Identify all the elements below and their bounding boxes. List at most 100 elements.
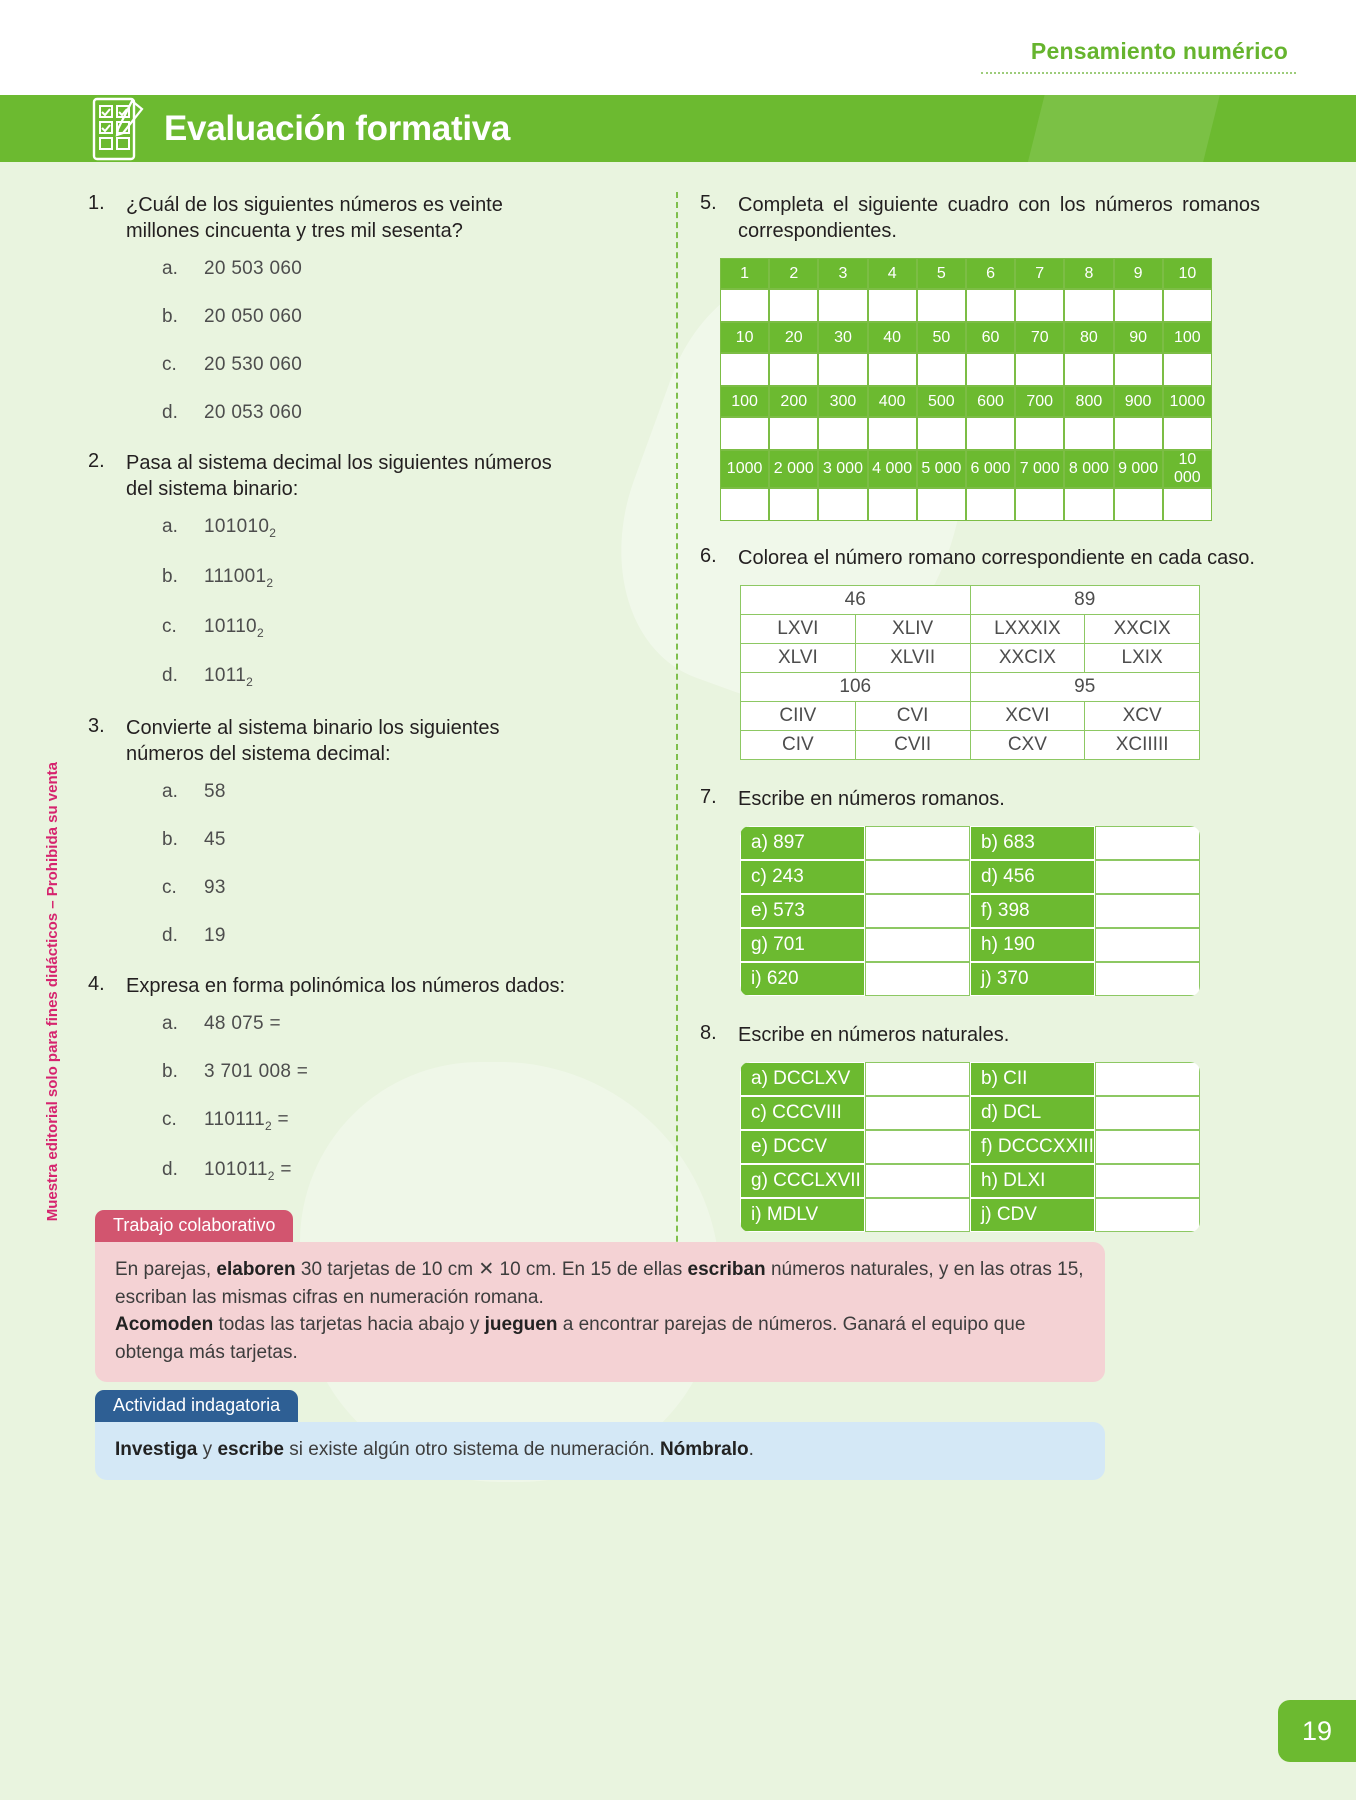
option-item[interactable]: b. 1110012 xyxy=(162,566,578,590)
answer-cell[interactable] xyxy=(1015,417,1065,450)
answer-cell[interactable] xyxy=(818,289,868,322)
answer-cell[interactable] xyxy=(1162,289,1212,322)
answer-cell[interactable] xyxy=(720,289,770,322)
option-item[interactable]: d. 19 xyxy=(162,925,578,947)
answer-cell[interactable] xyxy=(865,1198,970,1232)
table-row-answer[interactable] xyxy=(720,488,1212,521)
option-item[interactable]: b. 20 050 060 xyxy=(162,306,578,328)
answer-cell[interactable] xyxy=(720,417,770,450)
answer-cell[interactable] xyxy=(867,289,917,322)
answer-cell[interactable] xyxy=(965,417,1016,450)
option-item[interactable]: d. 1010112 = xyxy=(162,1159,578,1183)
answer-cell[interactable] xyxy=(1162,353,1212,386)
option-item[interactable]: a. 20 503 060 xyxy=(162,258,578,280)
option-item[interactable]: a. 1010102 xyxy=(162,516,578,540)
answer-cell[interactable] xyxy=(1095,928,1200,962)
answer-cell[interactable] xyxy=(1015,488,1065,521)
answer-cell[interactable] xyxy=(865,1096,970,1130)
table-row-answer[interactable] xyxy=(720,353,1212,386)
roman-option[interactable]: CVI xyxy=(854,701,971,731)
answer-cell[interactable] xyxy=(865,1164,970,1198)
answer-cell[interactable] xyxy=(1095,860,1200,894)
answer-cell[interactable] xyxy=(1095,1062,1200,1096)
roman-option[interactable]: LXVI xyxy=(740,614,856,644)
answer-cell[interactable] xyxy=(1064,289,1114,322)
answer-cell[interactable] xyxy=(818,488,868,521)
answer-cell[interactable] xyxy=(1064,488,1114,521)
answer-cell[interactable] xyxy=(1113,289,1163,322)
roman-option[interactable]: XLIV xyxy=(854,614,971,644)
answer-cell[interactable] xyxy=(965,353,1016,386)
answer-cell[interactable] xyxy=(865,1062,970,1096)
answer-cell[interactable] xyxy=(769,353,819,386)
table-row: 100 200 300 400 500 600 700 800 900 1000 xyxy=(720,386,1212,417)
answer-cell[interactable] xyxy=(1162,417,1212,450)
item-label: a) 897 xyxy=(740,826,865,860)
option-item[interactable]: a. 48 075 = xyxy=(162,1013,578,1035)
roman-option[interactable]: LXIX xyxy=(1084,643,1200,673)
roman-option[interactable]: XLVI xyxy=(740,643,856,673)
answer-cell[interactable] xyxy=(818,417,868,450)
answer-cell[interactable] xyxy=(1113,488,1163,521)
answer-cell[interactable] xyxy=(1095,1130,1200,1164)
roman-option[interactable]: XCVI xyxy=(969,701,1086,731)
answer-cell[interactable] xyxy=(865,860,970,894)
option-item[interactable]: d. 20 053 060 xyxy=(162,402,578,424)
answer-cell[interactable] xyxy=(1095,1198,1200,1232)
answer-cell[interactable] xyxy=(1095,826,1200,860)
answer-cell[interactable] xyxy=(865,826,970,860)
roman-option[interactable]: XXCIX xyxy=(969,643,1086,673)
answer-cell[interactable] xyxy=(916,417,966,450)
roman-option[interactable]: LXXXIX xyxy=(969,614,1086,644)
roman-option[interactable]: XCV xyxy=(1084,701,1200,731)
answer-cell[interactable] xyxy=(865,962,970,996)
option-item[interactable]: c. 20 530 060 xyxy=(162,354,578,376)
answer-cell[interactable] xyxy=(867,488,917,521)
roman-option[interactable]: XLVII xyxy=(854,643,971,673)
answer-cell[interactable] xyxy=(865,894,970,928)
answer-cell[interactable] xyxy=(720,488,770,521)
answer-cell[interactable] xyxy=(867,353,917,386)
option-item[interactable]: b. 3 701 008 = xyxy=(162,1061,578,1083)
option-item[interactable]: a. 58 xyxy=(162,781,578,803)
answer-cell[interactable] xyxy=(916,353,966,386)
table-row-answer[interactable] xyxy=(720,289,1212,322)
answer-cell[interactable] xyxy=(1064,353,1114,386)
answer-cell[interactable] xyxy=(720,353,770,386)
roman-option[interactable]: XCIIIII xyxy=(1084,730,1200,760)
answer-cell[interactable] xyxy=(1162,488,1212,521)
roman-option[interactable]: CXV xyxy=(969,730,1086,760)
roman-option[interactable]: XXCIX xyxy=(1084,614,1200,644)
answer-cell[interactable] xyxy=(1095,1096,1200,1130)
answer-cell[interactable] xyxy=(865,928,970,962)
answer-cell[interactable] xyxy=(865,1130,970,1164)
answer-cell[interactable] xyxy=(769,289,819,322)
answer-cell[interactable] xyxy=(1064,417,1114,450)
answer-cell[interactable] xyxy=(1113,353,1163,386)
answer-cell[interactable] xyxy=(769,488,819,521)
table-row-answer[interactable] xyxy=(720,417,1212,450)
roman-option[interactable]: CIIV xyxy=(740,701,856,731)
answer-cell[interactable] xyxy=(818,353,868,386)
option-item[interactable]: c. 93 xyxy=(162,877,578,899)
answer-cell[interactable] xyxy=(1015,289,1065,322)
table-cell: 6 000 xyxy=(965,450,1016,488)
option-letter: b. xyxy=(162,306,178,327)
answer-cell[interactable] xyxy=(916,289,966,322)
answer-cell[interactable] xyxy=(1113,417,1163,450)
answer-cell[interactable] xyxy=(1095,894,1200,928)
answer-cell[interactable] xyxy=(965,488,1016,521)
option-item[interactable]: b. 45 xyxy=(162,829,578,851)
answer-cell[interactable] xyxy=(769,417,819,450)
answer-cell[interactable] xyxy=(916,488,966,521)
roman-option[interactable]: CIV xyxy=(740,730,856,760)
option-item[interactable]: c. 1101112 = xyxy=(162,1109,578,1133)
answer-cell[interactable] xyxy=(1015,353,1065,386)
answer-cell[interactable] xyxy=(965,289,1016,322)
answer-cell[interactable] xyxy=(1095,962,1200,996)
roman-option[interactable]: CVII xyxy=(854,730,971,760)
answer-cell[interactable] xyxy=(1095,1164,1200,1198)
option-item[interactable]: c. 101102 xyxy=(162,616,578,640)
answer-cell[interactable] xyxy=(867,417,917,450)
option-item[interactable]: d. 10112 xyxy=(162,665,578,689)
